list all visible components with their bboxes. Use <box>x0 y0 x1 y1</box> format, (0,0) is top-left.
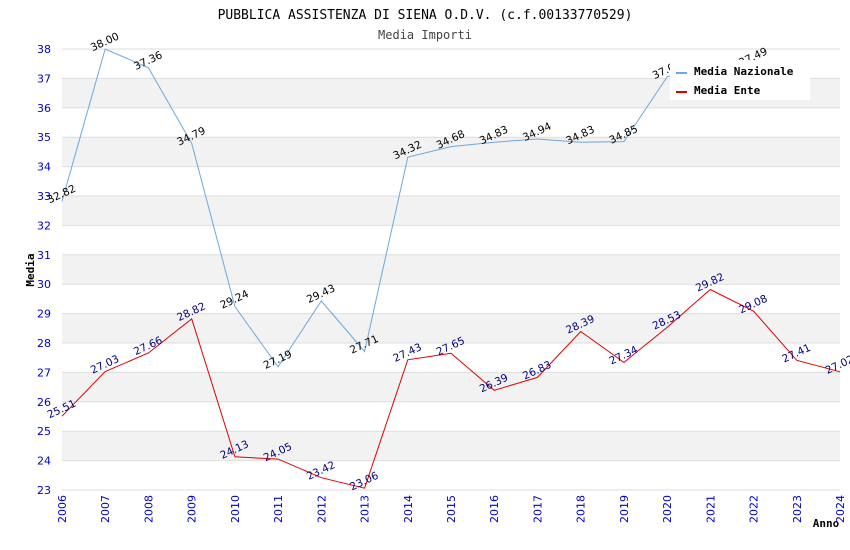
x-tick-label: 2006 <box>56 495 69 523</box>
x-tick-label: 2015 <box>445 495 458 523</box>
y-tick-label: 31 <box>37 249 51 262</box>
data-label: 27.19 <box>262 348 294 372</box>
x-tick-label: 2010 <box>229 495 242 523</box>
series-line-1 <box>61 288 841 489</box>
grid-band <box>62 431 840 461</box>
x-tick-label: 2016 <box>488 495 501 523</box>
y-tick-label: 24 <box>37 455 51 468</box>
x-tick-label: 2009 <box>186 495 199 523</box>
y-tick-label: 28 <box>37 337 51 350</box>
x-tick-label: 2008 <box>142 495 155 523</box>
data-label: 27.34 <box>607 344 640 368</box>
x-tick-label: 2007 <box>99 495 112 523</box>
y-axis-ticks: 23 24 25 26 27 28 29 30 31 32 33 34 35 36 37 38 <box>37 43 51 497</box>
x-axis-label: Anno <box>813 517 840 530</box>
data-label: 29.08 <box>737 293 769 317</box>
x-tick-label: 2018 <box>575 495 588 523</box>
data-label: 23.42 <box>305 459 337 483</box>
grid-band <box>62 254 840 285</box>
data-label: 29.24 <box>218 288 251 312</box>
data-label: 37.36 <box>132 49 165 73</box>
y-tick-label: 25 <box>37 425 51 438</box>
y-tick-label: 37 <box>37 72 51 85</box>
y-tick-label: 23 <box>37 484 51 497</box>
grid-band <box>62 372 840 402</box>
y-tick-label: 29 <box>37 308 51 321</box>
grid-bands <box>62 78 840 461</box>
grid-lines <box>62 48 840 491</box>
legend: Media Nazionale Media Ente <box>670 60 810 100</box>
legend-label-media-nazionale: Media Nazionale <box>694 65 794 78</box>
data-label: 29.43 <box>305 282 337 306</box>
y-tick-label: 27 <box>37 366 51 379</box>
y-tick-label: 36 <box>37 102 51 115</box>
grid-band <box>62 137 840 167</box>
x-tick-label: 2024 <box>834 495 847 523</box>
chart-title: PUBBLICA ASSISTENZA DI SIENA O.D.V. (c.f… <box>218 8 633 23</box>
series-group <box>61 48 841 489</box>
legend-box <box>670 60 810 100</box>
x-tick-label: 2020 <box>661 495 674 523</box>
chart-subtitle: Media Importi <box>378 28 472 42</box>
y-tick-label: 26 <box>37 396 51 409</box>
x-tick-label: 2012 <box>315 495 328 523</box>
x-tick-label: 2021 <box>704 495 717 523</box>
y-tick-label: 30 <box>37 278 51 291</box>
x-tick-label: 2014 <box>402 495 415 523</box>
x-tick-label: 2023 <box>791 495 804 523</box>
legend-label-media-ente: Media Ente <box>694 84 761 97</box>
grid-band <box>62 196 840 226</box>
x-tick-label: 2017 <box>531 495 544 523</box>
data-label: 27.41 <box>780 342 812 366</box>
y-tick-label: 32 <box>37 219 51 232</box>
y-tick-label: 35 <box>37 131 51 144</box>
x-tick-label: 2013 <box>359 495 372 523</box>
x-tick-label: 2011 <box>272 495 285 523</box>
y-tick-label: 38 <box>37 43 51 56</box>
x-axis-ticks: 2006 2007 2008 2009 2010 2011 2012 2013 2014 2015… <box>56 495 847 523</box>
y-tick-label: 33 <box>37 190 51 203</box>
y-axis-label: Media <box>24 253 37 286</box>
x-tick-label: 2022 <box>748 495 761 523</box>
series-line-0 <box>61 48 754 368</box>
x-tick-label: 2019 <box>618 495 631 523</box>
y-tick-label: 34 <box>37 161 51 174</box>
